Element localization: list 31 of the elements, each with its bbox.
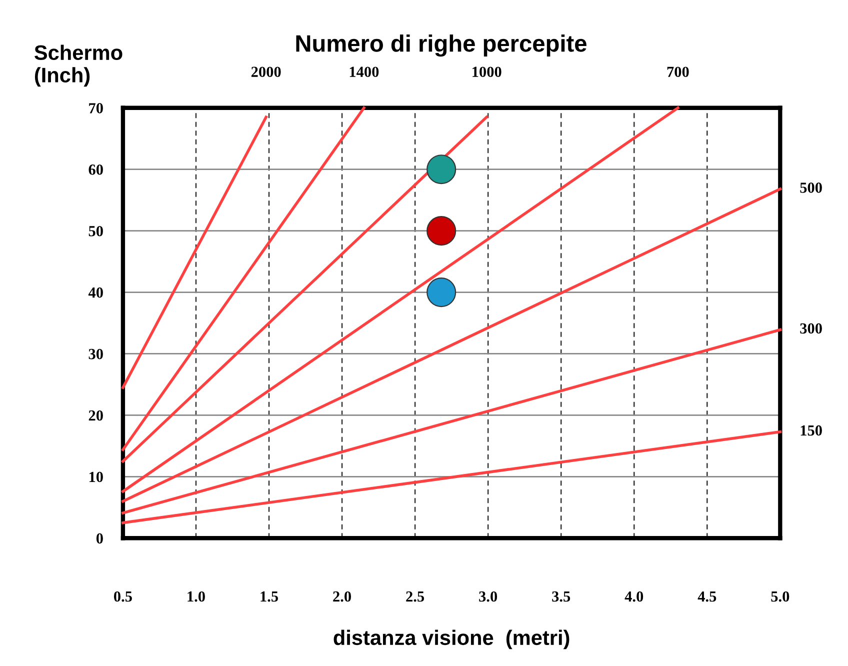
y-tick-label: 30 <box>88 348 103 360</box>
x-tick-label: 3.5 <box>552 591 570 602</box>
text: 700 <box>667 66 689 78</box>
x-tick-label: 5.0 <box>771 591 790 602</box>
text: 2000 <box>251 66 281 78</box>
text: 1400 <box>350 66 379 78</box>
point <box>426 277 456 308</box>
x-tick-label: 2.0 <box>333 591 351 602</box>
y-tick-label: 0 <box>96 533 103 544</box>
y-tick-label: 40 <box>88 287 103 298</box>
series-label: 150 <box>800 425 822 436</box>
series-label: 300 <box>800 323 822 334</box>
y-axis-title: Schermo (Inch) <box>34 44 122 87</box>
y-tick-label: 70 <box>89 103 103 114</box>
x-tick-label: 2.5 <box>406 591 424 602</box>
x-axis-title: distanza visione (metri) <box>334 630 570 650</box>
y-tick-label: 20 <box>88 410 103 421</box>
x-tick-label: 0.5 <box>114 591 132 602</box>
x-tick-label: 4.5 <box>698 591 716 602</box>
y-tick-label: 60 <box>88 164 103 175</box>
chart-title: Numero di righe percepite <box>296 34 586 57</box>
x-tick-label: 1.5 <box>260 591 278 602</box>
x-tick-label: 3.0 <box>479 591 498 602</box>
point <box>426 216 456 246</box>
text: 1000 <box>472 66 502 78</box>
y-tick-label: 10 <box>89 472 103 482</box>
series-label: 500 <box>800 182 822 193</box>
x-tick-label: 4.0 <box>624 591 644 602</box>
point <box>426 154 456 184</box>
x-tick-label: 1.0 <box>188 591 205 602</box>
y-tick-label: 50 <box>88 226 103 236</box>
